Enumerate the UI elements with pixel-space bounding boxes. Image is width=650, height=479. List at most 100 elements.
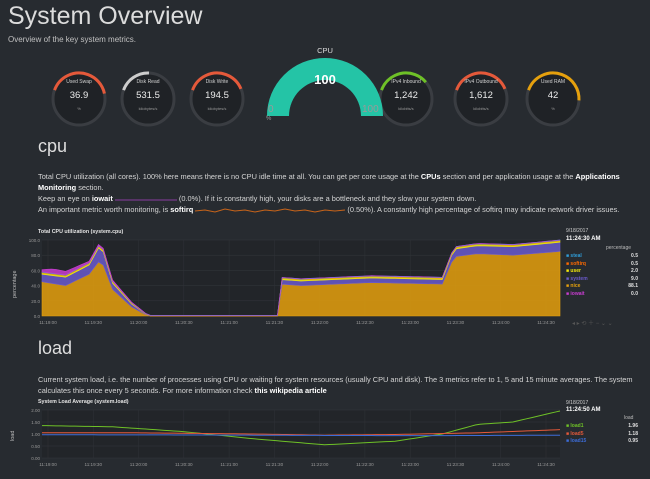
softirq-value: 0.50% (349, 205, 371, 214)
gauge-arc (189, 71, 245, 127)
legend-item-iowait[interactable]: ■ iowait 0.0 (566, 291, 638, 297)
x-tick-label: 11:19:30 (84, 462, 102, 467)
gauge-ring (189, 71, 245, 127)
text: Total CPU utilization (all cores). 100% … (38, 172, 421, 181)
x-tick-label: 11:22:30 (356, 320, 374, 325)
text: An important metric worth monitoring, is (38, 205, 171, 214)
legend-item-system[interactable]: ■ system 9.0 (566, 276, 638, 282)
cpu-gauge-arc (267, 58, 383, 116)
gauge-value: 531.5 (136, 90, 160, 101)
legend-item-steal[interactable]: ■ steal 0.5 (566, 253, 638, 259)
cpu-section-heading: cpu (38, 136, 68, 156)
legend-label: ■ nice (566, 283, 581, 289)
cpu-chart-title: Total CPU utilization (system.cpu) (38, 229, 124, 235)
cpu-gauge-unit: % (266, 116, 272, 122)
x-tick-label: 11:23:00 (401, 462, 419, 467)
legend-label: ■ steal (566, 253, 582, 259)
gauge-ring (120, 71, 176, 127)
gauge-ipv4-outbound[interactable]: IPv4 Outbound 1,612 kilobits/s (450, 68, 512, 130)
x-tick-label: 11:23:00 (401, 320, 419, 325)
iowait-sparkline (114, 199, 177, 201)
gauge-unit: kilobytes/s (138, 106, 158, 111)
y-tick-label: 1.00 (31, 432, 40, 437)
x-tick-label: 11:21:30 (266, 320, 284, 325)
gauge-disk-read[interactable]: Disk Read 531.5 kilobytes/s (117, 68, 179, 130)
gauge-title: Disk Read (136, 79, 160, 85)
load-chart-title: System Load Average (system.load) (38, 399, 129, 405)
legend-value: 1.96 (628, 423, 638, 429)
gauge-value: 194.5 (205, 90, 229, 101)
legend-item-load5[interactable]: ■ load5 1.18 (566, 431, 638, 437)
x-tick-label: 11:22:00 (311, 320, 329, 325)
x-tick-label: 11:19:00 (39, 320, 57, 325)
link-applications-monitoring[interactable]: Applications Monitoring (38, 172, 620, 192)
gauge-arc (51, 71, 107, 127)
legend-value: 0.95 (628, 438, 638, 444)
y-tick-label: 1.50 (31, 420, 40, 425)
legend-item-softirq[interactable]: ■ softirq 0.5 (566, 261, 638, 267)
legend-label: ■ softirq (566, 260, 586, 267)
x-tick-label: 11:19:30 (84, 320, 102, 325)
legend-item-load15[interactable]: ■ load15 0.95 (566, 438, 638, 444)
legend-value: 0.5 (631, 260, 638, 267)
gauge-used-swap[interactable]: Used Swap 36.9 % (48, 68, 110, 130)
cpu-legend-time: 11:24:30 AM (566, 236, 601, 242)
x-tick-label: 11:20:00 (130, 320, 148, 325)
iowait-value: 0.0% (181, 194, 199, 203)
gauge-title: IPv4 Inbound (391, 79, 421, 85)
load-legend-date: 9/18/2017 (566, 400, 589, 406)
gauge-arc (525, 71, 581, 127)
y-tick-label: 0.50 (31, 444, 40, 449)
x-tick-label: 11:23:30 (447, 462, 465, 467)
gauge-ring (525, 71, 581, 127)
series-line-load1 (41, 410, 561, 446)
gauge-title: Disk Write (205, 79, 229, 85)
text: Keep an eye on (38, 194, 92, 203)
legend-value: 2.0 (631, 268, 638, 274)
gauge-value: 36.9 (69, 90, 89, 101)
legend-item-user[interactable]: ■ user 2.0 (566, 268, 638, 274)
gauge-value: 1,612 (469, 90, 493, 101)
text: section. (76, 183, 104, 192)
y-tick-label: 0.0 (34, 314, 41, 319)
legend-value: 0.5 (631, 253, 638, 259)
y-tick-label: 60.0 (31, 268, 40, 273)
softirq-sparkline (195, 208, 346, 213)
cpu-gauge-value: 100 (314, 72, 336, 87)
cpu-gauge-min: 0 (268, 104, 274, 115)
chart-controls[interactable]: ◂ ▸ ⟲ ＋ − ⌄ ⌄ (572, 321, 613, 327)
x-tick-label: 11:24:00 (492, 320, 510, 325)
iowait-label: iowait (91, 194, 113, 203)
x-tick-label: 11:20:30 (175, 320, 193, 325)
link-cpus[interactable]: CPUs (420, 172, 441, 181)
legend-item-nice[interactable]: ■ nice 88.1 (566, 283, 638, 289)
x-tick-label: 11:22:30 (356, 462, 374, 467)
text: ). If it is constantly high, your disks … (198, 194, 477, 203)
page-title: System Overview (8, 2, 203, 30)
x-tick-label: 11:19:00 (39, 462, 57, 467)
gauge-unit: % (551, 106, 555, 111)
gauge-disk-write[interactable]: Disk Write 194.5 kilobytes/s (186, 68, 248, 130)
x-tick-label: 11:21:00 (220, 320, 238, 325)
gauge-title: Used RAM (540, 79, 566, 85)
cpu-legend-date: 9/18/2017 (566, 228, 589, 234)
gauge-unit: kilobytes/s (207, 106, 227, 111)
y-tick-label: 80.0 (31, 253, 40, 258)
link-wikipedia[interactable]: this wikipedia article (254, 386, 327, 395)
page-subtitle: Overview of the key system metrics. (8, 35, 137, 44)
cpu-gauge[interactable]: CPU 100 0 % 100 (260, 46, 390, 126)
legend-label: ■ load1 (566, 423, 584, 429)
y-tick-label: 100.0 (29, 238, 41, 243)
gauge-used-ram[interactable]: Used RAM 42 % (522, 68, 584, 130)
cpu-gauge-max: 100 (362, 104, 379, 115)
cpu-chart[interactable]: 100.0 80.0 60.0 40.0 20.0 0.011:19:00 11:19:30… (24, 236, 562, 326)
gauge-unit: kilobits/s (473, 106, 489, 111)
gauge-title: IPv4 Outbound (464, 79, 498, 85)
cpu-description: Total CPU utilization (all cores). 100% … (38, 171, 638, 215)
load-description: Current system load, i.e. the number of … (38, 374, 638, 396)
cpu-chart-ylabel: percentage (12, 270, 18, 298)
legend-label: ■ system (566, 275, 588, 282)
gauge-unit: kilobits/s (398, 106, 414, 111)
legend-item-load1[interactable]: ■ load1 1.96 (566, 423, 638, 429)
